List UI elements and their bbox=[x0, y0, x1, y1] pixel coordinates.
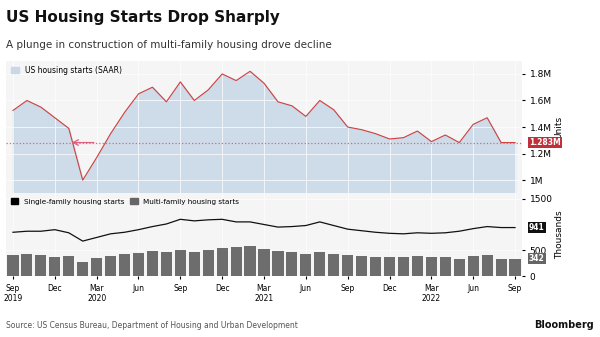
Bar bbox=[49, 257, 61, 276]
Bar bbox=[133, 253, 144, 276]
Bar bbox=[398, 257, 409, 276]
Bar bbox=[314, 252, 325, 276]
Bar bbox=[412, 255, 423, 276]
Bar bbox=[22, 254, 32, 276]
Bar bbox=[147, 251, 158, 276]
Y-axis label: Units: Units bbox=[554, 116, 563, 139]
Bar bbox=[63, 256, 74, 276]
Bar bbox=[454, 258, 465, 276]
Y-axis label: Thousands: Thousands bbox=[556, 211, 565, 259]
Bar bbox=[259, 249, 269, 276]
Text: Bloomberg: Bloomberg bbox=[534, 320, 594, 330]
Text: US Housing Starts Drop Sharply: US Housing Starts Drop Sharply bbox=[6, 10, 280, 25]
Bar bbox=[342, 255, 353, 276]
Bar bbox=[272, 251, 284, 276]
Bar bbox=[496, 258, 506, 276]
Bar bbox=[482, 255, 493, 276]
Bar bbox=[217, 248, 228, 276]
Bar bbox=[175, 250, 186, 276]
Bar bbox=[286, 252, 298, 276]
Bar bbox=[7, 254, 19, 276]
Legend: Single-family housing starts, Multi-family housing starts: Single-family housing starts, Multi-fami… bbox=[10, 197, 241, 206]
Bar bbox=[35, 255, 46, 276]
Bar bbox=[244, 246, 256, 276]
Text: A plunge in construction of multi-family housing drove decline: A plunge in construction of multi-family… bbox=[6, 40, 332, 51]
Bar bbox=[105, 256, 116, 276]
Bar bbox=[77, 262, 88, 276]
Text: Source: US Census Bureau, Department of Housing and Urban Development: Source: US Census Bureau, Department of … bbox=[6, 321, 298, 330]
Bar bbox=[230, 247, 242, 276]
Bar bbox=[203, 250, 214, 276]
Bar bbox=[300, 253, 311, 276]
Bar bbox=[328, 254, 340, 276]
Bar bbox=[440, 257, 451, 276]
Bar bbox=[119, 254, 130, 276]
Bar bbox=[467, 256, 479, 276]
Legend: US housing starts (SAAR): US housing starts (SAAR) bbox=[10, 64, 124, 76]
Bar bbox=[188, 252, 200, 276]
Bar bbox=[426, 257, 437, 276]
Bar bbox=[370, 257, 381, 276]
Text: 941: 941 bbox=[529, 223, 545, 232]
Bar bbox=[509, 258, 521, 276]
Bar bbox=[91, 258, 102, 276]
Bar bbox=[384, 257, 395, 276]
Text: 342: 342 bbox=[529, 254, 545, 263]
Text: 1.283M: 1.283M bbox=[529, 138, 560, 147]
Bar bbox=[161, 252, 172, 276]
Bar bbox=[356, 255, 367, 276]
